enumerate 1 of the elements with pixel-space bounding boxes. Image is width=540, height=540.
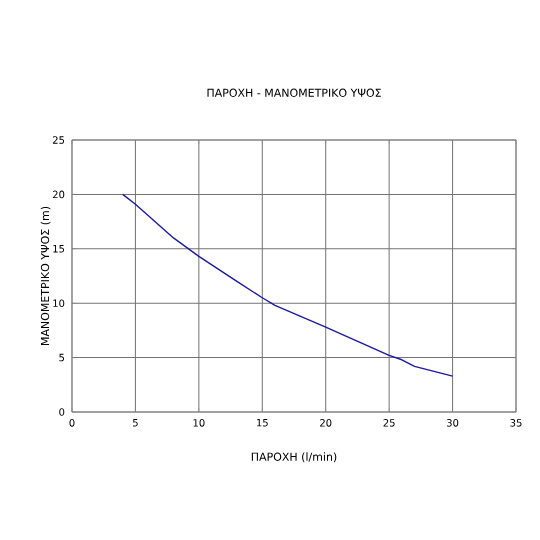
- line-series: [122, 193, 454, 377]
